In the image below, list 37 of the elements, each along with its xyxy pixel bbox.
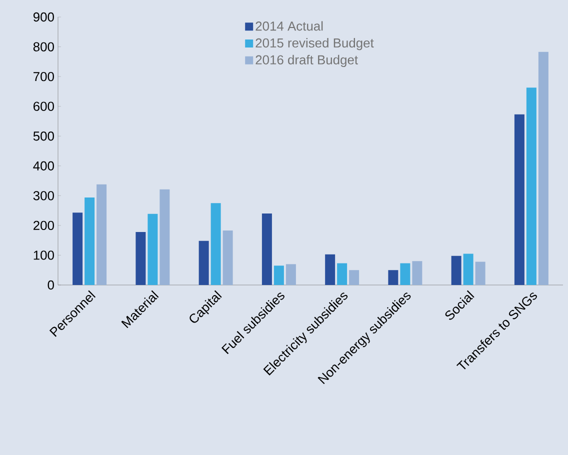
y-tick-label: 800 <box>33 42 54 52</box>
bar <box>388 270 398 285</box>
bar <box>198 240 209 285</box>
bar <box>210 203 221 285</box>
bar <box>148 214 158 285</box>
bar <box>262 214 272 285</box>
bar <box>96 184 107 285</box>
y-tick-label: 0 <box>48 280 54 290</box>
legend-label: 2015 revised Budget <box>256 38 374 50</box>
bar <box>274 266 284 285</box>
y-tick-label: 600 <box>34 102 54 111</box>
y-tick-label: 200 <box>34 220 54 230</box>
bar <box>325 254 336 285</box>
y-tick-label: 900 <box>33 12 54 22</box>
bar <box>337 263 348 285</box>
legend-label: 2014 Actual <box>256 21 323 31</box>
bar <box>160 189 170 285</box>
bar <box>400 263 410 285</box>
bar <box>84 197 95 285</box>
legend-label: 2016 draft Budget <box>256 54 358 67</box>
bar <box>72 212 83 285</box>
bar <box>475 262 486 285</box>
bar <box>463 254 474 285</box>
bar <box>451 256 462 285</box>
bar <box>136 232 146 285</box>
y-tick-label: 700 <box>34 72 54 82</box>
bar <box>349 270 360 285</box>
y-tick-label: 400 <box>33 161 54 170</box>
bar <box>526 88 536 285</box>
bar <box>222 230 233 285</box>
bar <box>538 52 548 285</box>
bar <box>514 114 524 285</box>
bar <box>286 264 296 285</box>
bar <box>412 261 422 285</box>
y-tick-label: 100 <box>34 250 54 260</box>
y-tick-label: 300 <box>33 191 54 200</box>
y-tick-label: 500 <box>33 132 54 141</box>
